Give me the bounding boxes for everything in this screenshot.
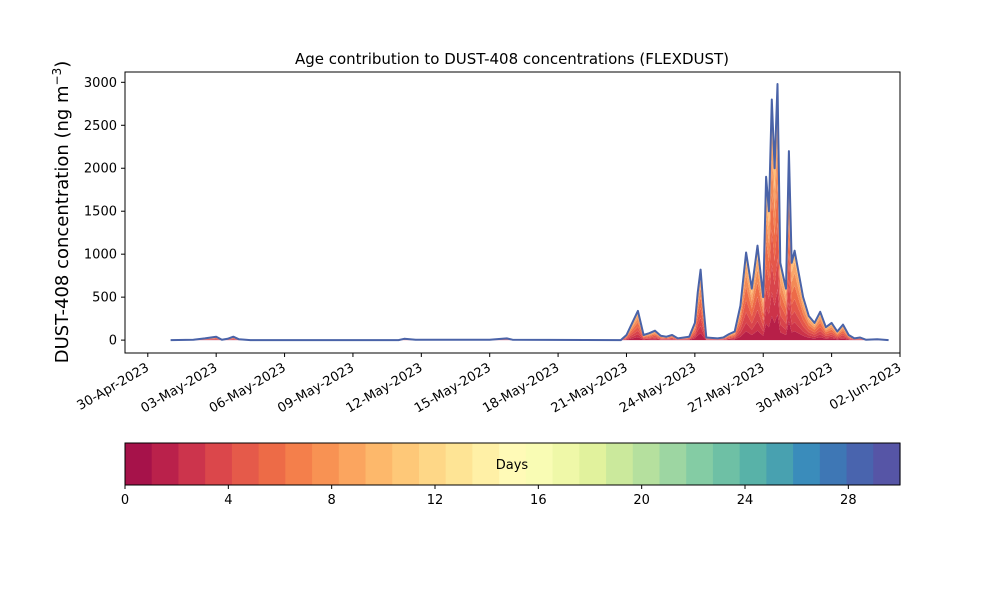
colorbar-bin bbox=[285, 443, 313, 485]
colorbar-bin bbox=[365, 443, 393, 485]
colorbar-bin bbox=[766, 443, 794, 485]
plot-frame bbox=[124, 71, 901, 354]
y-axis: 0 500 1000 1500 2000 2500 3000 bbox=[84, 76, 125, 349]
total-series-line bbox=[170, 83, 889, 342]
colorbar-bin bbox=[552, 443, 580, 485]
colorbar-bin bbox=[739, 443, 767, 485]
x-tick-label: 27-May-2023 bbox=[686, 360, 768, 416]
colorbar-frame bbox=[124, 442, 901, 486]
y-tick-label: 2000 bbox=[84, 162, 117, 177]
x-tick-label: 06-May-2023 bbox=[207, 360, 289, 416]
colorbar-bin bbox=[712, 443, 741, 485]
colorbar-bin bbox=[659, 443, 687, 485]
colorbar-bin bbox=[579, 443, 607, 485]
colorbar-bin bbox=[125, 443, 153, 485]
colorbar-bin bbox=[606, 443, 634, 485]
colorbar-bin bbox=[205, 443, 233, 485]
colorbar-tick-label: 8 bbox=[328, 493, 336, 508]
y-tick-label: 0 bbox=[109, 334, 117, 349]
colorbar-label: Days bbox=[496, 458, 529, 473]
colorbar-bin bbox=[472, 443, 500, 485]
colorbar-tick-label: 12 bbox=[427, 493, 444, 508]
colorbar-tick-label: 16 bbox=[530, 493, 547, 508]
colorbar-bin bbox=[231, 443, 260, 485]
colorbar-bin bbox=[686, 443, 714, 485]
x-axis: 30-Apr-202303-May-202306-May-202309-May-… bbox=[75, 353, 904, 416]
colorbar-bin bbox=[819, 443, 848, 485]
age-colorbar bbox=[124, 442, 901, 486]
y-axis-label: DUST-408 concentration (ng m−3) bbox=[50, 61, 73, 364]
total-line-group bbox=[170, 83, 889, 342]
colorbar-bin bbox=[178, 443, 206, 485]
colorbar-bin bbox=[873, 443, 901, 485]
colorbar-bin bbox=[418, 443, 447, 485]
colorbar-axis: 0 4 8 12 16 20 24 28 bbox=[121, 485, 857, 508]
x-tick-label: 24-May-2023 bbox=[617, 360, 699, 416]
colorbar-bin bbox=[632, 443, 661, 485]
x-tick-label: 30-May-2023 bbox=[754, 360, 836, 416]
colorbar-tick-label: 4 bbox=[224, 493, 232, 508]
colorbar-bin bbox=[499, 443, 527, 485]
colorbar-bin bbox=[445, 443, 474, 485]
colorbar-bin bbox=[525, 443, 554, 485]
colorbar-bin bbox=[846, 443, 874, 485]
x-tick-label: 15-May-2023 bbox=[412, 360, 494, 416]
colorbar-bin bbox=[258, 443, 286, 485]
x-tick-label: 02-Jun-2023 bbox=[827, 360, 904, 413]
colorbar-bin bbox=[392, 443, 420, 485]
colorbar-tick-label: 24 bbox=[737, 493, 754, 508]
y-tick-label: 2500 bbox=[84, 119, 117, 134]
y-tick-label: 1000 bbox=[84, 248, 117, 263]
colorbar-bin bbox=[793, 443, 821, 485]
y-tick-label: 3000 bbox=[84, 76, 117, 91]
x-tick-label: 21-May-2023 bbox=[549, 360, 631, 416]
x-tick-label: 09-May-2023 bbox=[275, 360, 357, 416]
x-tick-label: 12-May-2023 bbox=[344, 360, 426, 416]
colorbar-bin bbox=[151, 443, 180, 485]
x-tick-label: 03-May-2023 bbox=[138, 360, 220, 416]
colorbar-tick-label: 28 bbox=[840, 493, 857, 508]
area-layers bbox=[170, 84, 889, 341]
colorbar-bin bbox=[312, 443, 340, 485]
x-tick-label: 18-May-2023 bbox=[480, 360, 562, 416]
y-tick-label: 500 bbox=[92, 291, 117, 306]
colorbar-tick-label: 0 bbox=[121, 493, 129, 508]
chart-title: Age contribution to DUST-408 concentrati… bbox=[295, 50, 729, 68]
colorbar-bin bbox=[338, 443, 367, 485]
y-tick-label: 1500 bbox=[84, 205, 117, 220]
colorbar-tick-label: 20 bbox=[633, 493, 650, 508]
